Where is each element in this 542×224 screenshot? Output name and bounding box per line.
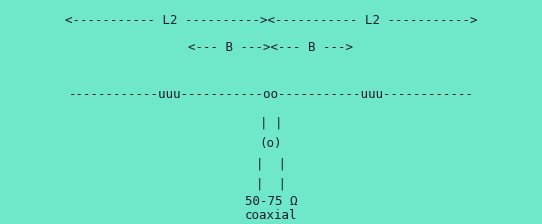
Text: ------------uuu-----------oo-----------uuu------------: ------------uuu-----------oo-----------u… — [68, 88, 474, 101]
Text: <--- B ---><--- B --->: <--- B ---><--- B ---> — [189, 41, 353, 54]
Text: 50-75 Ω: 50-75 Ω — [245, 195, 297, 208]
Text: <----------- L2 ----------><----------- L2 ----------->: <----------- L2 ----------><----------- … — [64, 14, 478, 27]
Text: (o): (o) — [260, 137, 282, 150]
Text: | |: | | — [260, 117, 282, 130]
Text: |  |: | | — [256, 157, 286, 170]
Text: |  |: | | — [256, 177, 286, 190]
Text: coaxial: coaxial — [245, 209, 297, 222]
